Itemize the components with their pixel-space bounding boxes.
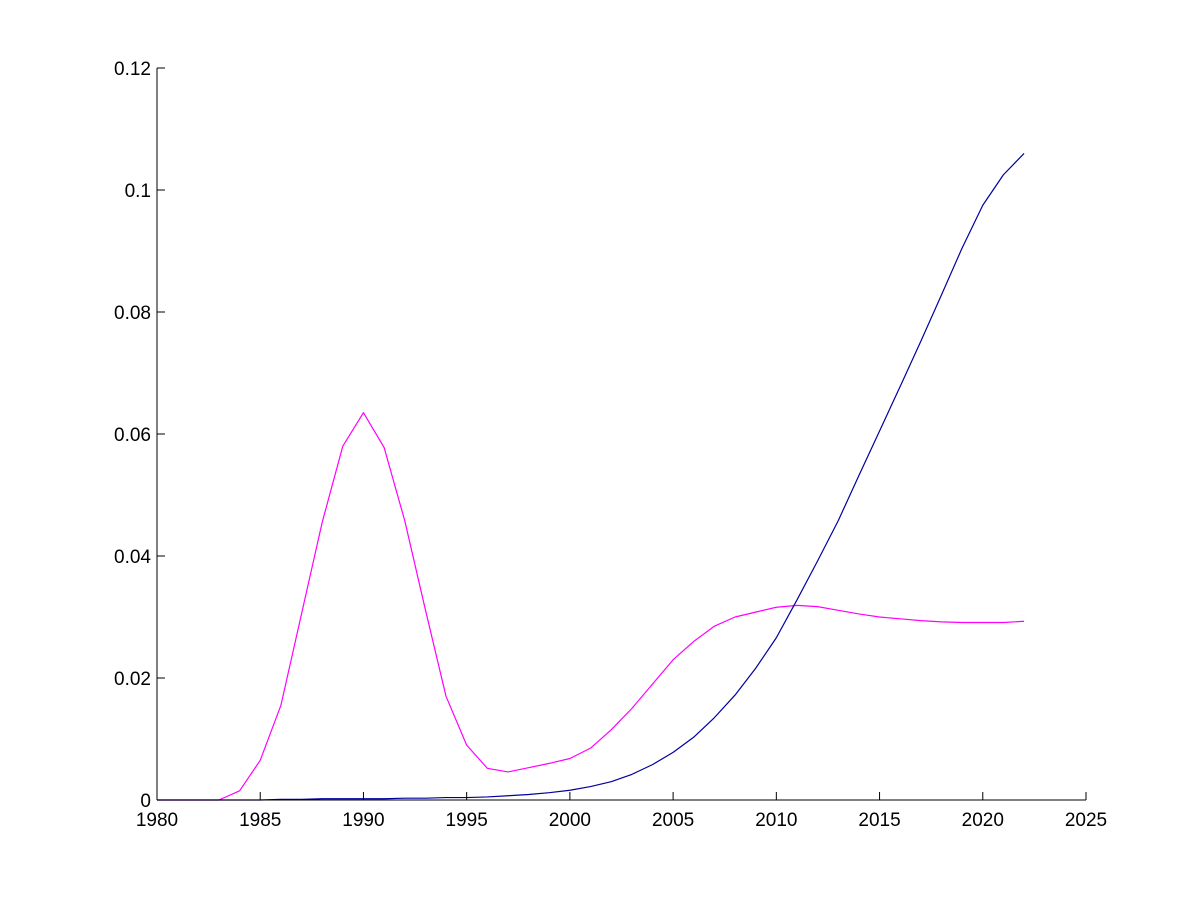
x-tick-label: 1980 — [136, 810, 178, 831]
series-layer — [157, 152, 1025, 801]
axes — [156, 68, 1086, 801]
y-tick-label: 0.02 — [114, 669, 151, 690]
y-tick-label: 0.04 — [114, 547, 151, 568]
y-tick-label: 0.12 — [114, 59, 151, 80]
series-line-2 — [157, 152, 1025, 801]
series-line-1 — [157, 412, 1025, 801]
x-tick-label: 1995 — [446, 810, 488, 831]
x-tick-label: 2005 — [652, 810, 694, 831]
x-tick-label: 1985 — [239, 810, 281, 831]
y-tick-label: 0.06 — [114, 425, 151, 446]
x-tick-label: 2020 — [962, 810, 1004, 831]
x-tick-label: 2025 — [1065, 810, 1107, 831]
y-tick-label: 0.08 — [114, 303, 151, 324]
x-tick-label: 2015 — [858, 810, 900, 831]
x-axis-ticks: 1980 1985 1990 1995 2000 2005 2010 2015 2020 2025 — [136, 792, 1107, 831]
x-tick-label: 2000 — [549, 810, 591, 831]
x-tick-label: 1990 — [342, 810, 384, 831]
y-tick-label: 0 — [140, 791, 151, 812]
y-axis-ticks: 0 0.02 0.04 0.06 0.08 0.1 0.12 — [114, 59, 165, 812]
y-tick-label: 0.1 — [125, 181, 151, 202]
x-tick-label: 2010 — [755, 810, 797, 831]
